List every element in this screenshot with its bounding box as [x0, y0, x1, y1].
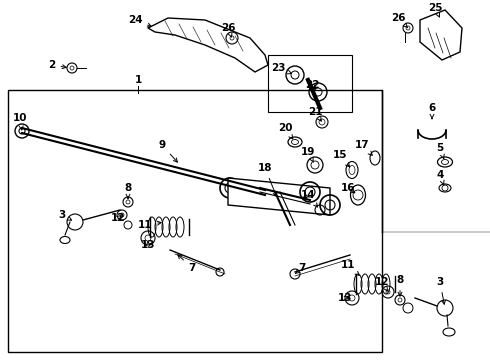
Text: 22: 22 — [305, 80, 319, 90]
Text: 15: 15 — [333, 150, 349, 167]
Text: 2: 2 — [49, 60, 66, 70]
Text: 11: 11 — [138, 220, 161, 230]
Text: 19: 19 — [301, 147, 315, 162]
Text: 10: 10 — [13, 113, 27, 130]
Text: 14: 14 — [301, 190, 318, 207]
Text: 3: 3 — [58, 210, 72, 220]
Polygon shape — [148, 18, 268, 72]
Text: 23: 23 — [271, 63, 292, 74]
Text: 21: 21 — [308, 107, 322, 121]
Text: 3: 3 — [437, 277, 445, 304]
Text: 26: 26 — [391, 13, 408, 28]
Text: 13: 13 — [338, 293, 352, 303]
Text: 12: 12 — [375, 277, 389, 291]
Bar — [268, 55, 352, 112]
Text: 12: 12 — [111, 213, 125, 223]
Text: 11: 11 — [341, 260, 359, 275]
Text: 8: 8 — [396, 275, 404, 296]
Text: 7: 7 — [295, 263, 306, 274]
Polygon shape — [228, 178, 330, 215]
Text: 24: 24 — [128, 15, 151, 27]
Text: 20: 20 — [278, 123, 293, 139]
Text: 6: 6 — [428, 103, 436, 119]
Text: 1: 1 — [134, 75, 142, 85]
Text: 4: 4 — [436, 170, 444, 185]
Bar — [8, 90, 382, 352]
Text: 13: 13 — [141, 240, 155, 250]
Text: 8: 8 — [124, 183, 132, 199]
Polygon shape — [420, 10, 462, 60]
Text: 25: 25 — [428, 3, 442, 17]
Text: 7: 7 — [178, 255, 196, 273]
Text: 5: 5 — [437, 143, 444, 159]
Text: 16: 16 — [341, 183, 355, 193]
Text: 26: 26 — [221, 23, 235, 37]
Text: 18: 18 — [258, 163, 277, 197]
Text: 17: 17 — [355, 140, 372, 155]
Text: 9: 9 — [158, 140, 177, 162]
